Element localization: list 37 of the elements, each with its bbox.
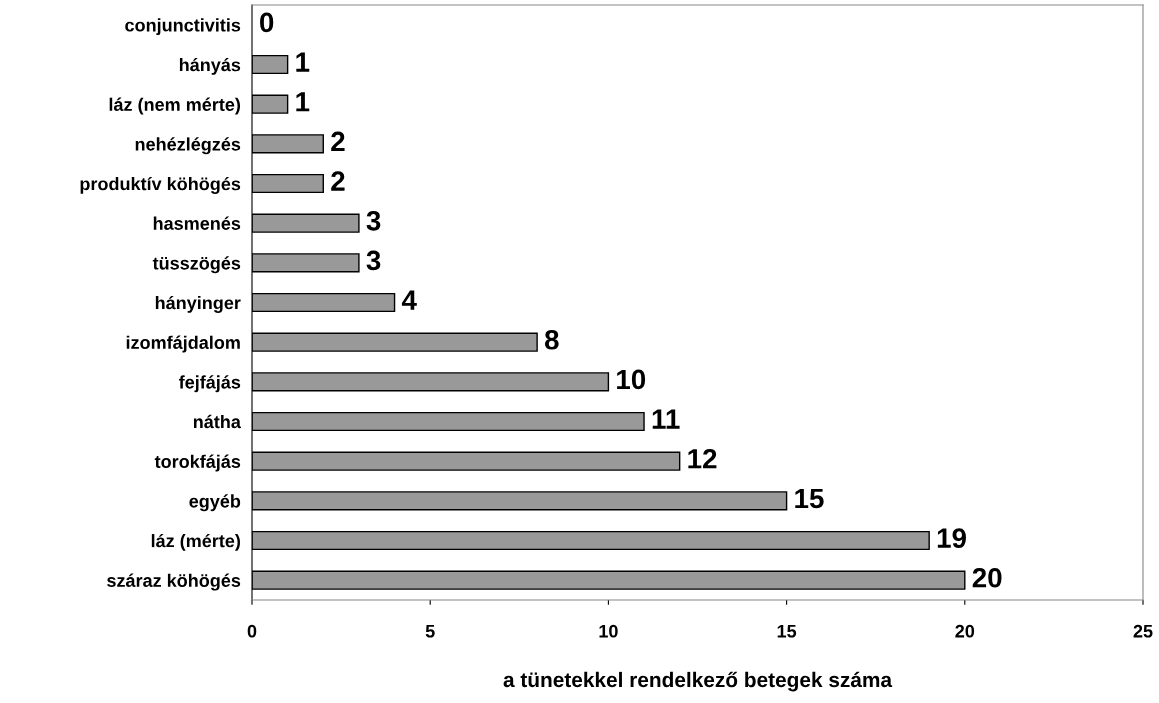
x-tick-label: 25	[1133, 624, 1153, 638]
y-tick-label: száraz köhögés	[107, 573, 241, 591]
y-tick-label: láz (nem mérte)	[109, 97, 240, 115]
data-label: 20	[972, 567, 1002, 588]
data-label: 2	[331, 171, 345, 191]
y-tick-label: produktív köhögés	[80, 176, 241, 194]
y-tick-label: egyéb	[189, 494, 241, 512]
data-label: 19	[937, 528, 966, 548]
data-label: 10	[617, 369, 646, 390]
data-label: 2	[331, 131, 345, 152]
data-label: 12	[688, 448, 717, 469]
data-label: 1	[296, 52, 310, 72]
x-tick-label: 20	[955, 624, 975, 638]
x-tick-label: 15	[777, 624, 797, 638]
y-tick-label: nátha	[193, 414, 242, 429]
data-label: 11	[652, 409, 680, 429]
x-axis-title: a tünetekkel rendelkező betegek száma	[503, 671, 893, 692]
x-tick-label: 5	[425, 624, 435, 638]
y-tick-label: conjunctivitis	[125, 18, 241, 36]
y-tick-label: láz (mérte)	[151, 533, 240, 551]
y-tick-label: fejfájás	[178, 375, 241, 393]
y-tick-label: nehézlégzés	[135, 137, 241, 155]
y-tick-label: izomfájdalom	[126, 335, 240, 353]
y-tick-label: torokfájás	[154, 454, 241, 472]
x-tick-label: 10	[599, 624, 618, 638]
y-tick-label: hasmenés	[153, 216, 241, 230]
data-label: 3	[366, 210, 381, 231]
data-label: 1	[296, 92, 310, 112]
y-tick-label: hányás	[179, 57, 241, 75]
data-label: 3	[366, 250, 381, 271]
data-label: 15	[795, 488, 824, 509]
data-label: 4	[401, 290, 417, 310]
y-tick-label: tüsszögés	[152, 256, 241, 274]
data-label: 8	[544, 329, 559, 350]
x-tick-label: 0	[247, 624, 257, 638]
y-tick-label: hányinger	[155, 295, 241, 313]
data-label: 0	[260, 12, 274, 33]
